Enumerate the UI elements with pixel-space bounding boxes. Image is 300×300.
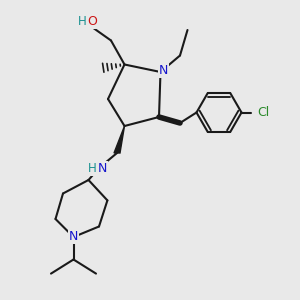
Text: N: N <box>159 64 168 77</box>
Polygon shape <box>114 126 124 153</box>
Text: H: H <box>88 162 97 175</box>
Text: Cl: Cl <box>257 106 270 119</box>
Text: O: O <box>87 15 97 28</box>
Text: H: H <box>77 15 86 28</box>
Text: N: N <box>98 162 107 175</box>
Text: N: N <box>69 230 78 244</box>
